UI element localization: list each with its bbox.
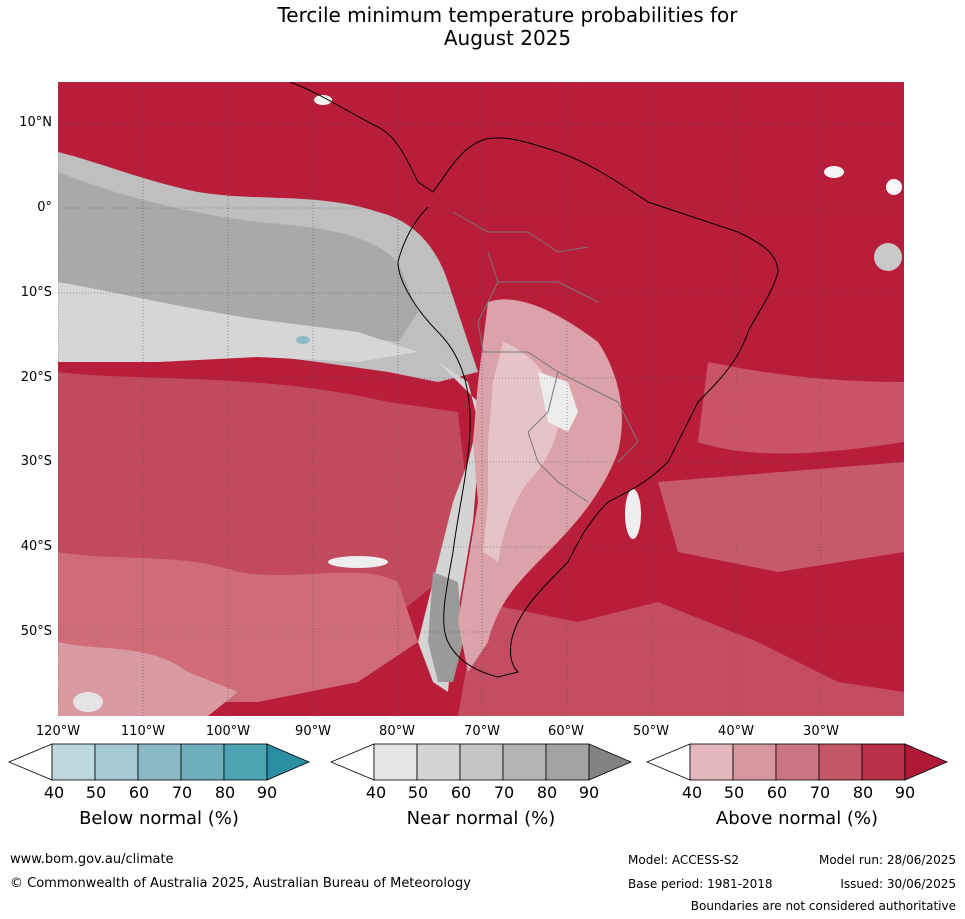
map-title: Tercile minimum temperature probabilitie… (0, 4, 965, 50)
above-70-area-south (458, 602, 904, 716)
above-50-east (698, 362, 904, 454)
lat-label: 10°S (20, 285, 52, 300)
colorbar-segment (94, 743, 139, 781)
colorbar-extend-low (8, 743, 53, 781)
colorbar-label-near: Near normal (%) (406, 808, 556, 829)
colorbar-segment (689, 743, 734, 781)
lon-label: 70°W (464, 724, 500, 739)
colorbar-label-above: Above normal (%) (715, 808, 879, 829)
lon-label: 110°W (120, 724, 166, 739)
colorbar-tick: 90 (578, 783, 600, 802)
white-patch (886, 179, 902, 195)
colorbar-tick: 60 (766, 783, 788, 802)
colorbar-above (646, 743, 948, 781)
lon-label: 40°W (718, 724, 754, 739)
colorbar-segment (51, 743, 96, 781)
colorbar-tick: 60 (450, 783, 472, 802)
lat-label: 40°S (20, 539, 52, 554)
lon-label: 120°W (35, 724, 81, 739)
white-patch (824, 166, 844, 178)
lon-label: 90°W (295, 724, 331, 739)
colorbar-tick: 70 (171, 783, 193, 802)
above-70-east (658, 462, 904, 572)
colorbar-segment (502, 743, 547, 781)
colorbar-segment (775, 743, 820, 781)
copyright-text: © Commonwealth of Australia 2025, Austra… (10, 876, 471, 891)
model-text: Model: ACCESS-S2 (628, 853, 740, 867)
above-50-patch (58, 642, 238, 716)
colorbar-segment (459, 743, 504, 781)
lat-label: 0° (37, 200, 52, 215)
colorbar-tick: 70 (493, 783, 515, 802)
colorbar-tick: 80 (852, 783, 874, 802)
lat-label: 50°S (20, 624, 52, 639)
lon-label: 30°W (803, 724, 839, 739)
colorbar-segment (137, 743, 182, 781)
lat-label: 30°S (20, 454, 52, 469)
lon-label: 80°W (379, 724, 415, 739)
lon-label: 60°W (548, 724, 584, 739)
map-canvas (58, 82, 904, 716)
colorbar-segment (545, 743, 590, 781)
base-period-text: Base period: 1981-2018 (628, 877, 773, 891)
colorbar-tick: 90 (894, 783, 916, 802)
colorbar-tick: 80 (536, 783, 558, 802)
colorbar-tick: 50 (723, 783, 745, 802)
continent-near-40 (538, 372, 578, 432)
colorbar-extend-low (646, 743, 691, 781)
white-patch (625, 489, 641, 539)
probability-map (58, 82, 904, 716)
colorbar-tick: 50 (407, 783, 429, 802)
lat-label: 10°N (19, 115, 52, 130)
blue-patch (296, 336, 310, 344)
near-normal-lighter (58, 282, 418, 362)
colorbar-tick: 40 (365, 783, 387, 802)
colorbar-extend-high (588, 743, 632, 781)
colorbar-tick: 60 (128, 783, 150, 802)
title-line-2: August 2025 (443, 26, 572, 50)
white-patch (328, 556, 388, 568)
issued-text: Issued: 30/06/2025 (840, 877, 956, 891)
near-normal-patagonia (428, 572, 463, 682)
colorbar-segment (818, 743, 863, 781)
colorbar-tick: 40 (43, 783, 65, 802)
continent-above-40 (483, 342, 559, 562)
country-borders (452, 211, 639, 503)
colorbar-segment (373, 743, 418, 781)
colorbar-tick: 40 (681, 783, 703, 802)
graticule (58, 82, 904, 716)
lon-label: 100°W (205, 724, 251, 739)
white-patch (314, 95, 332, 105)
colorbar-segment (223, 743, 268, 781)
website-link[interactable]: www.bom.gov.au/climate (10, 852, 174, 867)
colorbar-segment (416, 743, 461, 781)
white-patch (73, 692, 103, 712)
title-line-1: Tercile minimum temperature probabilitie… (277, 3, 738, 27)
lon-label: 50°W (633, 724, 669, 739)
colorbar-segment (732, 743, 777, 781)
grey-patch (874, 243, 902, 271)
colorbar-extend-high (266, 743, 310, 781)
colorbar-near (330, 743, 632, 781)
colorbar-tick: 50 (85, 783, 107, 802)
colorbar-below (8, 743, 310, 781)
colorbar-tick: 90 (256, 783, 278, 802)
colorbar-tick: 80 (214, 783, 236, 802)
colorbar-segment (180, 743, 225, 781)
colorbar-tick: 70 (809, 783, 831, 802)
colorbar-extend-low (330, 743, 375, 781)
colorbar-segment (861, 743, 906, 781)
model-run-text: Model run: 28/06/2025 (818, 853, 956, 867)
disclaimer-text: Boundaries are not considered authoritat… (690, 899, 956, 913)
lat-label: 20°S (20, 370, 52, 385)
south-america-coastline (289, 82, 779, 678)
colorbar-label-below: Below normal (%) (79, 808, 239, 829)
colorbar-extend-high (904, 743, 948, 781)
